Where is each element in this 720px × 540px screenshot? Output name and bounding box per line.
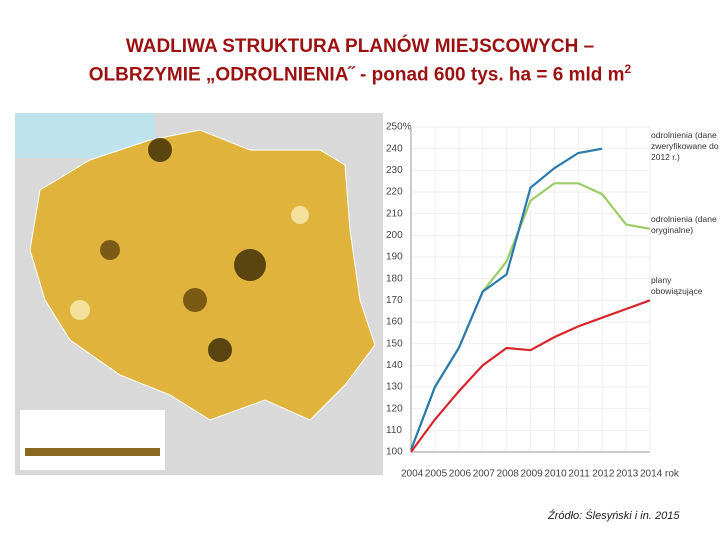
title-line: WADLIWA STRUKTURA PLANÓW MIEJSCOWYCH – [125,36,595,57]
title-text: OLBRZYMIE „ODROLNIENIA˝ - ponad 600 tys.… [88,64,625,86]
y-tick-label: 250% [386,122,412,133]
series-label: odrolnienia (dane zweryfikowane do 2012 … [651,130,719,162]
x-tick-label: 2012 [592,469,615,480]
x-tick-label: 2009 [521,469,544,480]
poland-map [29,129,376,421]
y-tick-label: 170 [386,295,403,306]
y-tick-label: 120 [386,403,403,414]
x-tick-label: 2014 rok [640,469,680,480]
y-tick-label: 160 [386,317,403,328]
map-region [234,249,266,281]
map-region [208,338,232,362]
y-tick-label: 240 [386,143,403,154]
y-tick-label: 110 [386,425,402,436]
line-series [410,299,651,453]
y-tick-label: 150 [386,338,403,349]
map-region [70,300,90,320]
title-exponent: 2 [624,62,632,76]
y-tick-label: 130 [386,382,403,393]
x-tick-label: 2007 [473,469,496,480]
title-line: OLBRZYMIE „ODROLNIENIA˝ - ponad 600 tys.… [0,62,720,86]
series-label: plany obowiązujące [651,275,703,296]
line-series [409,147,603,451]
x-tick-label: 2013 [616,469,639,480]
y-tick-label: 210 [386,208,403,219]
y-tick-label: 180 [386,273,403,284]
map-region [183,288,207,312]
y-tick-label: 200 [386,230,403,241]
x-tick-label: 2005 [425,469,448,480]
map [15,113,383,475]
x-tick-label: 2010 [544,469,567,480]
series-label: odrolnienia (dane oryginalne) [651,214,717,235]
map-legend [20,410,165,470]
map-region [148,138,172,162]
source: Źródło: Ślesyński i in. 2015 [548,510,680,522]
x-tick-label: 2008 [497,469,520,480]
x-tick-label: 2006 [449,469,472,480]
y-tick-label: 190 [386,252,403,263]
x-tick-label: 2011 [568,469,590,480]
x-tick-label: 2004 [401,469,424,480]
map-region [100,240,120,260]
y-tick-label: 140 [386,360,403,371]
y-tick-label: 220 [386,187,403,198]
y-tick-label: 100 [386,447,403,458]
map-legend-scale [25,448,160,456]
map-region [291,206,309,224]
y-tick-label: 230 [386,165,403,176]
